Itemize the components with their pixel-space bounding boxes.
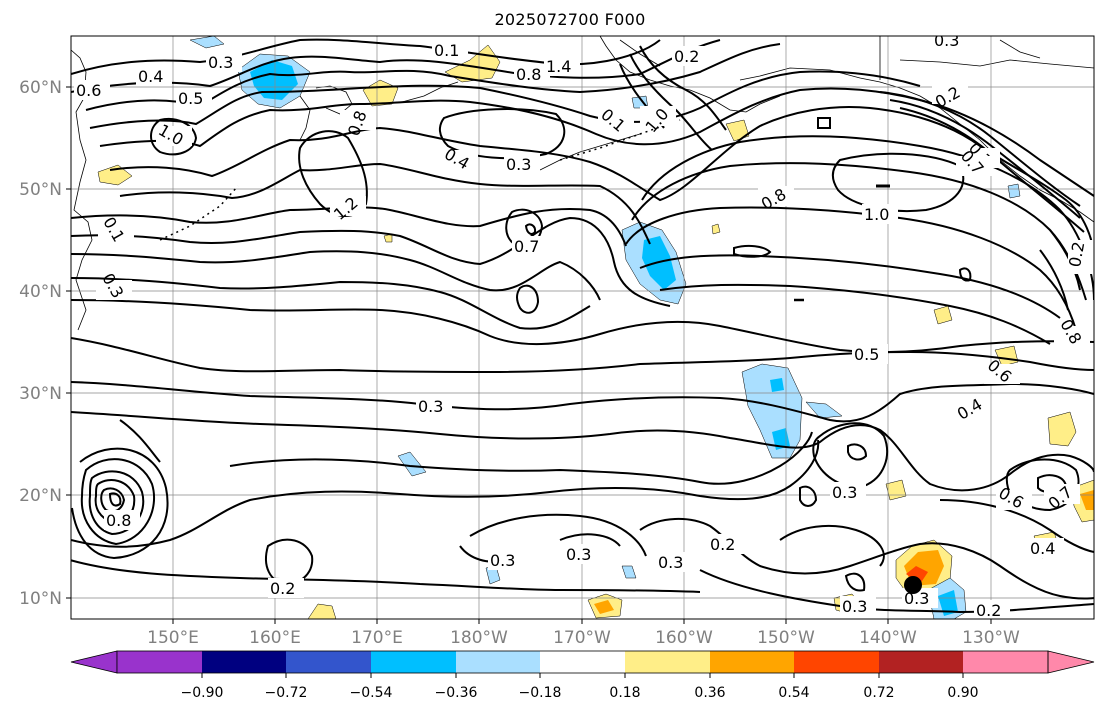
contour-label: 0.3 (490, 551, 515, 570)
contour-label: 0.8 (516, 65, 541, 84)
lon-label: 130°W (962, 628, 1020, 648)
colorbar-tick-label: −0.36 (435, 685, 478, 701)
lon-label: 170°E (351, 628, 403, 648)
grid-lines (71, 36, 1094, 619)
lat-label: 40°N (19, 282, 62, 302)
contour-label: 0.5 (178, 89, 203, 108)
colorbar-tick-label: −0.54 (350, 685, 393, 701)
lat-label: 30°N (19, 384, 62, 404)
contour-label: 0.3 (208, 53, 233, 72)
contour-label: 1.4 (546, 57, 571, 76)
contour-label: 0.3 (904, 589, 929, 608)
colorbar-neg-extend (70, 650, 118, 674)
colorbar-segment (117, 651, 202, 673)
colorbar-segment (371, 651, 456, 673)
colorbar-segment (625, 651, 710, 673)
colorbar-segment (710, 651, 794, 673)
contour-label: 1.0 (864, 205, 889, 224)
contour-label: 0.3 (842, 597, 867, 616)
colorbar-pos-extend (1047, 650, 1095, 674)
lon-label: 180°W (450, 628, 508, 648)
contour-label: 0.3 (418, 397, 443, 416)
colorbar-segment (879, 651, 963, 673)
lat-label: 20°N (19, 486, 62, 506)
colorbar-segment (963, 651, 1048, 673)
colorbar-tick-label: −0.72 (265, 685, 308, 701)
lon-label: 150°W (757, 628, 815, 648)
contour-label: 0.2 (710, 535, 735, 554)
black-dot-marker (904, 576, 922, 594)
contour-label: 0.8 (106, 511, 131, 530)
contour-lines (71, 38, 1094, 614)
colorbar-segment (540, 651, 625, 673)
colorbar-tick-label: 0.36 (694, 685, 725, 701)
contour-label: 0.3 (658, 553, 683, 572)
colorbar-tick-label: 0.54 (778, 685, 809, 701)
colorbar-tick-labels: −0.90 −0.72 −0.54 −0.36 −0.18 0.18 0.36 … (181, 685, 979, 701)
colorbar-segment (202, 651, 286, 673)
contour-label: 0.4 (1030, 539, 1055, 558)
contour-label: 0.2 (1065, 240, 1088, 268)
contour-label: 0.5 (854, 345, 879, 364)
colorbar-tick-label: 0.72 (863, 685, 894, 701)
colorbar-segment (456, 651, 540, 673)
lat-label: 60°N (19, 78, 62, 98)
colorbar-segment (794, 651, 879, 673)
latitude-labels: 60°N 50°N 40°N 30°N 20°N 10°N (19, 78, 62, 609)
lon-label: 140°W (859, 628, 917, 648)
colorbar-ticks (201, 673, 964, 678)
lon-label: 160°E (249, 628, 301, 648)
lon-label: 170°W (553, 628, 611, 648)
contour-label: 0.2 (674, 47, 699, 66)
contour-label: 0.3 (506, 155, 531, 174)
map-title: 2025072700 F000 (494, 10, 646, 29)
map-area: 0.3 0.4 0.6 0.5 0.8 1.0 1.2 0.1 0.4 0.3 … (71, 31, 1094, 620)
lat-label: 50°N (19, 180, 62, 200)
colorbar: −0.90 −0.72 −0.54 −0.36 −0.18 0.18 0.36 … (70, 650, 1095, 701)
lon-label: 160°W (655, 628, 713, 648)
contour-label: 0.3 (566, 545, 591, 564)
contour-label: 0.6 (76, 81, 101, 100)
colorbar-tick-label: 0.18 (609, 685, 640, 701)
contour-label: 0.2 (976, 601, 1001, 620)
colorbar-tick-label: −0.18 (519, 685, 562, 701)
colorbar-segments (117, 651, 1048, 673)
contour-label: 0.1 (434, 41, 459, 60)
contour-label-group: 0.3 0.4 0.6 0.5 0.8 1.0 1.2 0.1 0.4 0.3 … (74, 31, 1094, 620)
lat-label: 10°N (19, 589, 62, 609)
longitude-labels: 150°E 160°E 170°E 180°W 170°W 160°W 150°… (147, 628, 1020, 648)
contour-label: 0.7 (514, 237, 539, 256)
contour-label: 0.3 (934, 31, 959, 50)
colorbar-segment (286, 651, 371, 673)
colorbar-tick-label: 0.90 (947, 685, 978, 701)
contour-label: 0.4 (138, 67, 163, 86)
colorbar-tick-label: −0.90 (181, 685, 224, 701)
axis-ticks (66, 86, 992, 624)
lon-label: 150°E (147, 628, 199, 648)
contour-label: 0.2 (270, 579, 295, 598)
contour-label: 0.3 (832, 483, 857, 502)
